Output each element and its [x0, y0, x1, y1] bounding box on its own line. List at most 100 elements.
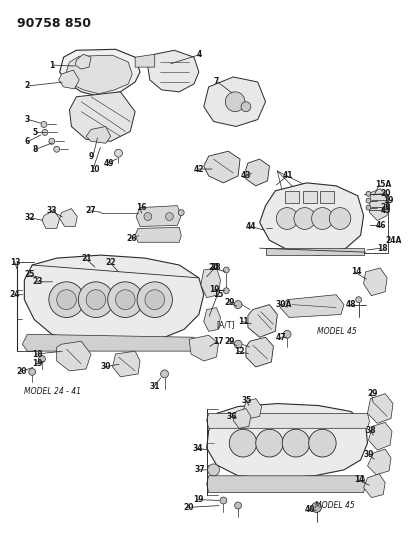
Text: 46: 46 — [375, 221, 386, 230]
Circle shape — [283, 330, 291, 338]
Polygon shape — [280, 295, 344, 318]
Circle shape — [115, 290, 135, 310]
Circle shape — [49, 282, 84, 318]
Polygon shape — [60, 49, 140, 97]
Text: 3: 3 — [24, 115, 30, 124]
Polygon shape — [266, 248, 364, 255]
Text: 9: 9 — [89, 152, 94, 160]
Text: 31: 31 — [150, 382, 160, 391]
Text: 28: 28 — [211, 263, 221, 272]
Circle shape — [276, 208, 298, 229]
Polygon shape — [135, 54, 155, 67]
Circle shape — [225, 92, 245, 111]
Circle shape — [49, 139, 55, 144]
Circle shape — [329, 208, 351, 229]
Polygon shape — [69, 92, 135, 141]
Polygon shape — [148, 50, 199, 92]
Polygon shape — [364, 268, 387, 296]
Circle shape — [356, 297, 361, 303]
Polygon shape — [59, 70, 79, 89]
Text: 15: 15 — [213, 290, 224, 299]
Polygon shape — [285, 191, 299, 203]
Circle shape — [223, 267, 229, 273]
Text: MODEL 45: MODEL 45 — [315, 501, 354, 510]
Text: 37: 37 — [195, 465, 206, 474]
Text: 14: 14 — [354, 475, 364, 484]
Circle shape — [220, 497, 227, 504]
Circle shape — [234, 340, 242, 348]
Text: 11: 11 — [238, 317, 248, 326]
Text: 42: 42 — [194, 165, 204, 174]
Text: 26: 26 — [126, 234, 137, 243]
Text: 29: 29 — [368, 389, 378, 398]
Circle shape — [208, 464, 220, 476]
Circle shape — [234, 301, 242, 309]
Circle shape — [29, 368, 35, 375]
Text: 16: 16 — [136, 203, 146, 212]
Text: 12: 12 — [234, 346, 245, 356]
Text: 4: 4 — [197, 50, 202, 59]
Text: [A/T]: [A/T] — [217, 320, 235, 329]
Polygon shape — [370, 189, 387, 221]
Circle shape — [39, 356, 45, 362]
Text: 29: 29 — [224, 337, 235, 346]
Polygon shape — [204, 151, 240, 183]
Text: 38: 38 — [366, 426, 376, 435]
Text: MODEL 45: MODEL 45 — [317, 327, 356, 336]
Polygon shape — [246, 159, 269, 186]
Text: 35: 35 — [242, 396, 253, 405]
Text: 90758 850: 90758 850 — [16, 17, 91, 30]
Text: 27: 27 — [85, 206, 96, 215]
Text: 19: 19 — [208, 285, 219, 294]
Polygon shape — [368, 394, 393, 423]
Polygon shape — [303, 191, 317, 203]
Polygon shape — [136, 206, 181, 227]
Text: 2: 2 — [24, 82, 30, 91]
Polygon shape — [204, 308, 220, 332]
Text: 21: 21 — [81, 254, 92, 263]
Text: 19: 19 — [32, 359, 43, 368]
Polygon shape — [42, 211, 60, 229]
Text: 20: 20 — [183, 503, 194, 512]
Circle shape — [366, 198, 371, 203]
Text: 32: 32 — [24, 213, 35, 222]
Polygon shape — [57, 341, 91, 371]
Polygon shape — [364, 474, 385, 498]
Text: 36: 36 — [226, 412, 237, 421]
Polygon shape — [248, 304, 277, 337]
Polygon shape — [207, 414, 370, 429]
Text: 19: 19 — [383, 196, 394, 205]
Text: 48: 48 — [346, 300, 357, 309]
Text: 5: 5 — [32, 128, 37, 137]
Text: 18: 18 — [32, 350, 43, 359]
Polygon shape — [189, 335, 218, 361]
Text: 15A: 15A — [375, 180, 392, 189]
Text: 47: 47 — [275, 333, 286, 342]
Polygon shape — [60, 208, 77, 227]
Polygon shape — [75, 54, 91, 69]
Text: 44: 44 — [246, 222, 256, 231]
Text: 22: 22 — [106, 257, 116, 266]
Text: 10: 10 — [89, 165, 100, 174]
Circle shape — [294, 208, 315, 229]
Text: 34: 34 — [193, 443, 204, 453]
Circle shape — [42, 130, 48, 135]
Polygon shape — [24, 255, 204, 344]
Circle shape — [366, 205, 371, 210]
Polygon shape — [320, 191, 334, 203]
Polygon shape — [243, 399, 262, 418]
Circle shape — [241, 102, 251, 111]
Text: 49: 49 — [104, 159, 114, 167]
Circle shape — [366, 191, 371, 196]
Text: 30A: 30A — [275, 300, 292, 309]
Circle shape — [137, 282, 173, 318]
Circle shape — [256, 429, 283, 457]
Polygon shape — [135, 228, 181, 243]
Polygon shape — [207, 403, 368, 478]
Text: 41: 41 — [283, 172, 294, 181]
Circle shape — [57, 290, 76, 310]
Polygon shape — [246, 337, 273, 367]
Circle shape — [229, 429, 257, 457]
Circle shape — [282, 429, 310, 457]
Text: 24A: 24A — [385, 236, 401, 245]
